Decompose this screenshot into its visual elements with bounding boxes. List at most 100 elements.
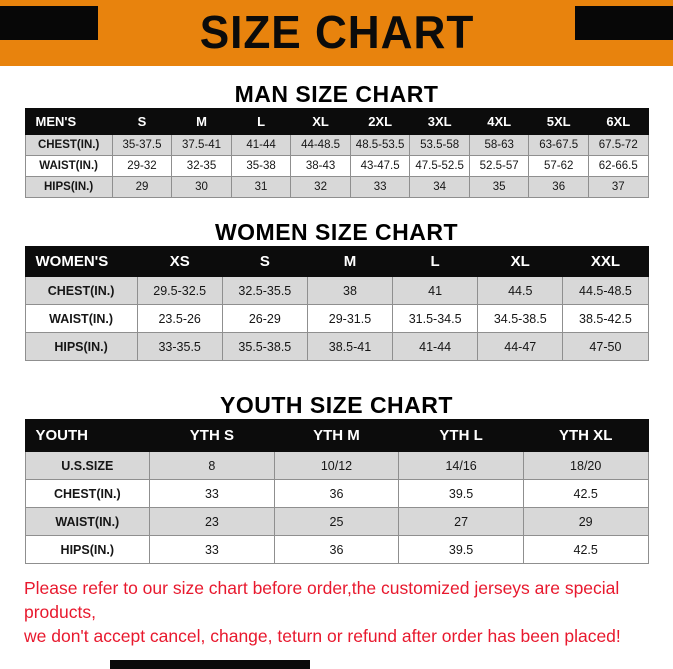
value-cell: 29-31.5 [306, 304, 394, 333]
value-cell: 53.5-58 [409, 134, 470, 156]
value-cell: 31.5-34.5 [392, 304, 479, 333]
row-label-cell: HIPS(IN.) [24, 176, 113, 198]
size-column-header: 4XL [468, 108, 530, 135]
value-cell: 58-63 [468, 134, 530, 156]
bottom-black-bar [110, 660, 310, 669]
top-left-black-bar [0, 6, 98, 40]
value-cell: 39.5 [398, 535, 524, 564]
value-cell: 33 [149, 479, 275, 508]
row-label-cell: CHEST(IN.) [24, 134, 113, 156]
size-column-header: 5XL [528, 108, 589, 135]
value-cell: 34.5-38.5 [477, 304, 564, 333]
table-row: CHEST(IN.) 35-37.5 37.5-41 41-44 44-48.5 48.5… [24, 134, 649, 156]
table-row: HIPS(IN.) 29 30 31 32 33 34 35 36 37 [24, 176, 649, 198]
value-cell: 35 [468, 176, 530, 198]
value-cell: 62-66.5 [587, 155, 649, 177]
value-cell: 33-35.5 [136, 332, 223, 361]
row-label-cell: WAIST(IN.) [24, 507, 151, 536]
value-cell: 35-38 [230, 155, 292, 177]
value-cell: 42.5 [522, 535, 649, 564]
value-cell: 25 [273, 507, 400, 536]
value-cell: 32 [290, 176, 351, 198]
value-cell: 57-62 [528, 155, 589, 177]
row-label-cell: CHEST(IN.) [24, 276, 138, 305]
size-column-header: 3XL [409, 108, 470, 135]
value-cell: 41-44 [230, 134, 292, 156]
value-cell: 38.5-42.5 [562, 304, 649, 333]
value-cell: 29 [522, 507, 649, 536]
value-cell: 63-67.5 [528, 134, 589, 156]
row-label-cell: WAIST(IN.) [24, 304, 138, 333]
value-cell: 47-50 [562, 332, 649, 361]
table-row: WAIST(IN.) 23.5-26 26-29 29-31.5 31.5-34.5 34… [24, 304, 649, 333]
size-column-header: XS [136, 246, 223, 277]
table-row: U.S.SIZE 8 10/12 14/16 18/20 [24, 451, 649, 480]
value-cell: 47.5-52.5 [409, 155, 470, 177]
size-column-header: YTH S [149, 419, 275, 452]
value-cell: 8 [149, 451, 275, 480]
disclaimer-line-2: we don't accept cancel, change, teturn o… [24, 626, 621, 646]
table-corner-header: WOMEN'S [24, 246, 138, 277]
value-cell: 36 [273, 479, 400, 508]
value-cell: 48.5-53.5 [349, 134, 411, 156]
value-cell: 38.5-41 [306, 332, 394, 361]
value-cell: 29-32 [111, 155, 173, 177]
size-column-header: S [221, 246, 308, 277]
womens-size-table: WOMEN'S XS S M L XL XXL CHEST(IN.) 29.5-32.5 32.5… [24, 246, 649, 361]
table-header-row: MEN'S S M L XL 2XL 3XL 4XL 5XL 6XL [24, 108, 649, 135]
value-cell: 41-44 [392, 332, 479, 361]
banner-title: SIZE CHART [199, 6, 474, 58]
value-cell: 26-29 [221, 304, 308, 333]
size-column-header: M [171, 108, 232, 135]
disclaimer-line-1: Please refer to our size chart before or… [24, 578, 620, 622]
table-header-row: WOMEN'S XS S M L XL XXL [24, 246, 649, 277]
table-corner-header: MEN'S [24, 108, 113, 135]
value-cell: 35-37.5 [111, 134, 173, 156]
value-cell: 30 [171, 176, 232, 198]
value-cell: 29 [111, 176, 173, 198]
value-cell: 35.5-38.5 [221, 332, 308, 361]
value-cell: 44-47 [477, 332, 564, 361]
value-cell: 38 [306, 276, 394, 305]
size-column-header: L [230, 108, 292, 135]
size-column-header: 6XL [587, 108, 649, 135]
youth-size-table: YOUTH YTH S YTH M YTH L YTH XL U.S.SIZE 8 10/12… [24, 419, 649, 564]
value-cell: 37 [587, 176, 649, 198]
size-column-header: XL [290, 108, 351, 135]
value-cell: 52.5-57 [468, 155, 530, 177]
size-column-header: XXL [562, 246, 649, 277]
value-cell: 44-48.5 [290, 134, 351, 156]
size-column-header: 2XL [349, 108, 411, 135]
value-cell: 39.5 [398, 479, 524, 508]
value-cell: 67.5-72 [587, 134, 649, 156]
row-label-cell: U.S.SIZE [24, 451, 151, 480]
row-label-cell: HIPS(IN.) [24, 535, 151, 564]
value-cell: 36 [273, 535, 400, 564]
table-row: CHEST(IN.) 33 36 39.5 42.5 [24, 479, 649, 508]
size-column-header: YTH XL [522, 419, 649, 452]
value-cell: 44.5-48.5 [562, 276, 649, 305]
size-column-header: S [111, 108, 173, 135]
top-right-black-bar [575, 6, 673, 40]
row-label-cell: WAIST(IN.) [24, 155, 113, 177]
value-cell: 36 [528, 176, 589, 198]
disclaimer-text: Please refer to our size chart before or… [24, 576, 673, 648]
value-cell: 23 [149, 507, 275, 536]
value-cell: 32-35 [171, 155, 232, 177]
value-cell: 33 [349, 176, 411, 198]
row-label-cell: CHEST(IN.) [24, 479, 151, 508]
man-section-heading: MAN SIZE CHART [234, 81, 439, 107]
youth-section-heading: YOUTH SIZE CHART [220, 392, 453, 418]
value-cell: 41 [392, 276, 479, 305]
value-cell: 29.5-32.5 [136, 276, 223, 305]
value-cell: 23.5-26 [136, 304, 223, 333]
value-cell: 38-43 [290, 155, 351, 177]
table-header-row: YOUTH YTH S YTH M YTH L YTH XL [24, 419, 649, 452]
value-cell: 37.5-41 [171, 134, 232, 156]
table-row: WAIST(IN.) 23 25 27 29 [24, 507, 649, 536]
size-column-header: YTH L [398, 419, 524, 452]
value-cell: 32.5-35.5 [221, 276, 308, 305]
women-section-heading: WOMEN SIZE CHART [214, 219, 459, 245]
value-cell: 18/20 [522, 451, 649, 480]
size-column-header: YTH M [273, 419, 400, 452]
